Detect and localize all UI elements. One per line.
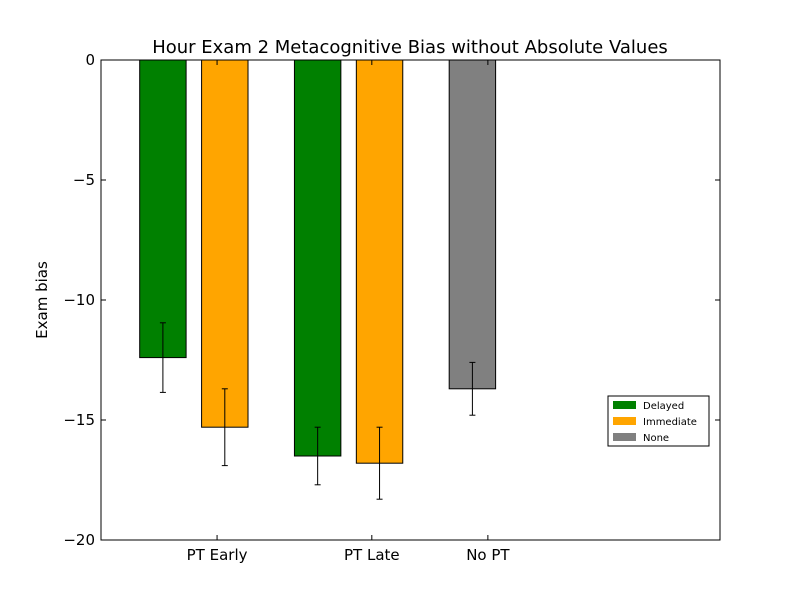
legend-label-delayed: Delayed [643, 401, 684, 412]
plot-area: 0 −5 −10 −15 −20 PT Early PT Late No PT Delayed I… [63, 51, 721, 564]
legend-label-none: None [643, 433, 669, 444]
y-tick-label: −10 [63, 291, 95, 309]
x-tick-label: PT Late [344, 546, 400, 564]
error-bar-pt-late-immediate [376, 426, 383, 500]
bar-pt-late-immediate [355, 59, 404, 464]
error-bar-pt-late-delayed [314, 426, 321, 486]
legend: Delayed Immediate None [607, 395, 710, 447]
error-bar-no-pt-none [469, 361, 476, 416]
y-tick-label: −20 [63, 531, 95, 549]
y-axis-label: Exam bias [33, 261, 51, 339]
y-tick-label: −15 [63, 411, 95, 429]
legend-swatch-none [613, 433, 636, 441]
y-tick-label: −5 [73, 171, 95, 189]
y-tick-label: 0 [85, 51, 95, 69]
legend-swatch-delayed [613, 401, 636, 409]
legend-swatch-immediate [613, 417, 636, 425]
chart-title: Hour Exam 2 Metacognitive Bias without A… [152, 37, 668, 58]
bar-pt-early-immediate [201, 59, 249, 428]
x-tick-label: No PT [466, 546, 510, 564]
bar-no-pt-none [448, 59, 497, 390]
bar-pt-late-delayed [293, 59, 342, 457]
error-bar-pt-early-delayed [159, 322, 166, 393]
error-bar-pt-early-immediate [221, 388, 228, 467]
x-tick-label: PT Early [187, 546, 248, 564]
bar-pt-early-delayed [139, 59, 187, 359]
legend-label-immediate: Immediate [643, 417, 697, 428]
